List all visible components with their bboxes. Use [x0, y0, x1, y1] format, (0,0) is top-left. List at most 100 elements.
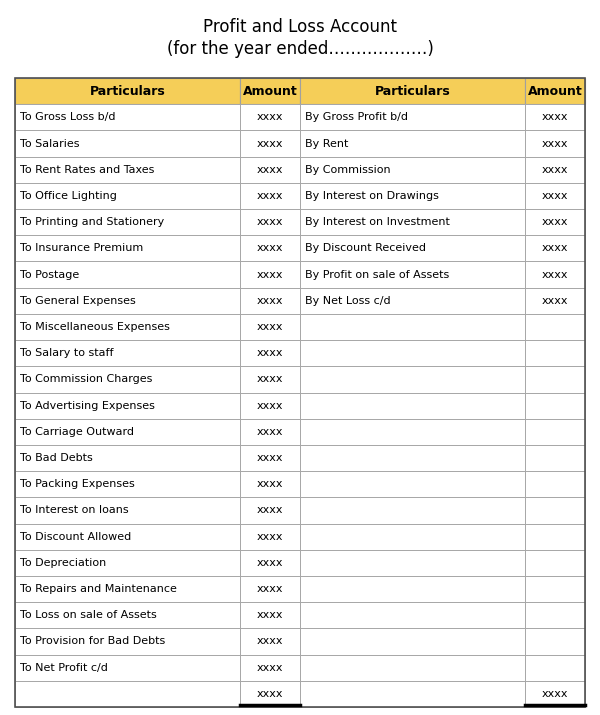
Text: xxxx: xxxx: [542, 191, 568, 201]
Bar: [240, 314, 300, 340]
Text: xxxx: xxxx: [542, 243, 568, 253]
Text: To Office Lighting: To Office Lighting: [20, 191, 117, 201]
Bar: [300, 157, 525, 183]
Text: xxxx: xxxx: [542, 112, 568, 122]
Text: To Loss on sale of Assets: To Loss on sale of Assets: [20, 611, 157, 621]
Bar: [525, 445, 585, 471]
Bar: [240, 419, 300, 445]
Bar: [15, 104, 240, 130]
Bar: [525, 78, 585, 104]
Text: xxxx: xxxx: [257, 636, 283, 646]
Bar: [525, 366, 585, 393]
Bar: [525, 576, 585, 602]
Text: xxxx: xxxx: [257, 164, 283, 174]
Bar: [300, 209, 525, 235]
Bar: [15, 419, 240, 445]
Bar: [15, 209, 240, 235]
Bar: [525, 498, 585, 523]
Bar: [15, 602, 240, 628]
Bar: [240, 78, 300, 104]
Bar: [240, 104, 300, 130]
Text: xxxx: xxxx: [257, 506, 283, 516]
Text: xxxx: xxxx: [257, 243, 283, 253]
Bar: [300, 445, 525, 471]
Bar: [240, 523, 300, 550]
Text: Amount: Amount: [242, 84, 298, 98]
Bar: [300, 602, 525, 628]
Text: xxxx: xxxx: [542, 689, 568, 699]
Text: Profit and Loss Account: Profit and Loss Account: [203, 18, 397, 36]
Bar: [525, 157, 585, 183]
Text: xxxx: xxxx: [257, 375, 283, 385]
Bar: [525, 262, 585, 287]
Bar: [525, 628, 585, 655]
Bar: [300, 628, 525, 655]
Bar: [15, 235, 240, 262]
Text: xxxx: xxxx: [257, 112, 283, 122]
Text: xxxx: xxxx: [257, 453, 283, 463]
Bar: [300, 104, 525, 130]
Bar: [300, 655, 525, 681]
Text: To Gross Loss b/d: To Gross Loss b/d: [20, 112, 115, 122]
Text: To Bad Debts: To Bad Debts: [20, 453, 93, 463]
Bar: [300, 366, 525, 393]
Bar: [300, 550, 525, 576]
Bar: [525, 235, 585, 262]
Bar: [15, 78, 240, 104]
Text: To Net Profit c/d: To Net Profit c/d: [20, 663, 108, 673]
Text: xxxx: xxxx: [542, 296, 568, 306]
Bar: [300, 130, 525, 157]
Text: Amount: Amount: [528, 84, 583, 98]
Bar: [525, 130, 585, 157]
Bar: [15, 576, 240, 602]
Text: xxxx: xxxx: [257, 689, 283, 699]
Text: By Interest on Drawings: By Interest on Drawings: [305, 191, 439, 201]
Bar: [240, 157, 300, 183]
Text: To General Expenses: To General Expenses: [20, 296, 136, 306]
Bar: [300, 287, 525, 314]
Bar: [525, 209, 585, 235]
Text: xxxx: xxxx: [542, 139, 568, 149]
Bar: [300, 235, 525, 262]
Text: To Postage: To Postage: [20, 270, 79, 280]
Bar: [525, 602, 585, 628]
Text: xxxx: xxxx: [257, 400, 283, 410]
Bar: [240, 681, 300, 707]
Bar: [240, 628, 300, 655]
Text: To Salaries: To Salaries: [20, 139, 79, 149]
Bar: [300, 498, 525, 523]
Bar: [15, 628, 240, 655]
Bar: [15, 523, 240, 550]
Bar: [15, 681, 240, 707]
Bar: [525, 183, 585, 209]
Bar: [300, 314, 525, 340]
Text: xxxx: xxxx: [257, 296, 283, 306]
Text: xxxx: xxxx: [257, 479, 283, 489]
Bar: [300, 523, 525, 550]
Bar: [15, 340, 240, 366]
Bar: [300, 393, 525, 419]
Text: To Rent Rates and Taxes: To Rent Rates and Taxes: [20, 164, 154, 174]
Text: To Miscellaneous Expenses: To Miscellaneous Expenses: [20, 322, 170, 332]
Text: By Interest on Investment: By Interest on Investment: [305, 217, 450, 227]
Bar: [240, 471, 300, 498]
Bar: [300, 262, 525, 287]
Bar: [15, 183, 240, 209]
Bar: [525, 393, 585, 419]
Text: To Discount Allowed: To Discount Allowed: [20, 532, 131, 542]
Bar: [240, 498, 300, 523]
Bar: [525, 419, 585, 445]
Bar: [15, 366, 240, 393]
Text: Particulars: Particulars: [374, 84, 451, 98]
Bar: [300, 183, 525, 209]
Text: To Carriage Outward: To Carriage Outward: [20, 427, 134, 437]
Text: By Commission: By Commission: [305, 164, 391, 174]
Text: To Printing and Stationery: To Printing and Stationery: [20, 217, 164, 227]
Bar: [240, 287, 300, 314]
Bar: [240, 393, 300, 419]
Bar: [15, 287, 240, 314]
Bar: [15, 445, 240, 471]
Text: xxxx: xxxx: [257, 217, 283, 227]
Bar: [525, 550, 585, 576]
Bar: [15, 498, 240, 523]
